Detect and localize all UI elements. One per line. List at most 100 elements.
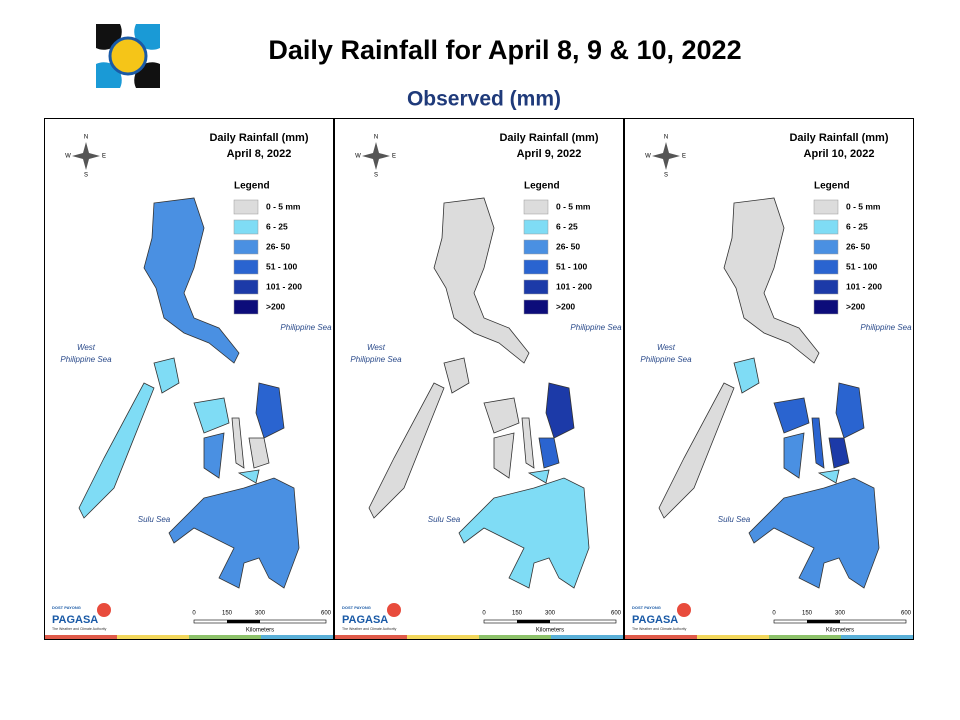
color-strip: [407, 635, 479, 639]
scale-unit: Kilometers: [536, 628, 564, 634]
region: [255, 382, 285, 439]
legend-swatch: [233, 199, 259, 215]
legend-swatch: [523, 259, 549, 275]
legend-swatch: [233, 279, 259, 295]
region: [545, 382, 575, 439]
region: [723, 197, 820, 364]
region: [538, 437, 560, 469]
color-strip: [189, 635, 261, 639]
sea-label: Philippine Sea: [640, 355, 692, 364]
legend-swatch: [813, 299, 839, 315]
region: [811, 417, 825, 469]
logo-tagline: The Weather and Climate Authority: [342, 627, 397, 631]
logo-umbrella: [677, 603, 691, 617]
region: [521, 417, 535, 469]
logo-name: PAGASA: [632, 614, 678, 626]
compass-s: S: [664, 173, 668, 179]
region: [443, 357, 470, 394]
map-panel: Daily Rainfall (mm) April 8, 2022 N S W E Lege…: [44, 118, 334, 640]
region: [483, 397, 520, 434]
scale-unit: Kilometers: [246, 628, 274, 634]
legend-swatch: [813, 259, 839, 275]
scale-tick: 0: [192, 611, 196, 617]
agency-logo: [96, 24, 160, 88]
legend-swatch: [233, 299, 259, 315]
region: [493, 432, 515, 479]
legend-label: 6 - 25: [846, 221, 868, 231]
legend-title: Legend: [234, 181, 270, 192]
legend-label: 26- 50: [556, 241, 580, 251]
sea-label: West: [77, 343, 96, 352]
legend-label: 0 - 5 mm: [846, 201, 881, 211]
scale-tick: 300: [545, 611, 556, 617]
compass-w: W: [645, 154, 651, 160]
region: [368, 382, 445, 519]
legend-label: 101 - 200: [266, 281, 302, 291]
slide-title: Daily Rainfall for April 8, 9 & 10, 2022: [268, 35, 741, 65]
region: [78, 382, 155, 519]
color-strip: [769, 635, 841, 639]
scale-bar-fill: [517, 620, 550, 623]
region: [153, 357, 180, 394]
slide-subtitle: Observed (mm): [407, 88, 561, 111]
legend-swatch: [523, 239, 549, 255]
legend-label: 51 - 100: [556, 261, 587, 271]
legend-swatch: [233, 239, 259, 255]
compass-n: N: [664, 135, 668, 141]
region: [168, 477, 300, 589]
region: [203, 432, 225, 479]
compass-n: N: [84, 135, 88, 141]
map-date: April 10, 2022: [804, 148, 875, 160]
sea-label: West: [657, 343, 676, 352]
legend-label: 26- 50: [266, 241, 290, 251]
color-strip: [117, 635, 189, 639]
region: [237, 469, 260, 484]
map-title: Daily Rainfall (mm): [209, 132, 308, 144]
compass-s: S: [84, 173, 88, 179]
logo-umbrella: [97, 603, 111, 617]
region: [143, 197, 240, 364]
color-strip: [335, 635, 407, 639]
color-strip: [551, 635, 623, 639]
compass-rose: [362, 142, 390, 170]
sea-label: Philippine Sea: [570, 323, 622, 332]
scale-tick: 600: [611, 611, 622, 617]
compass-rose: [72, 142, 100, 170]
legend-label: 26- 50: [846, 241, 870, 251]
legend-label: 6 - 25: [556, 221, 578, 231]
legend-swatch: [813, 199, 839, 215]
logo-tagline: The Weather and Climate Authority: [52, 627, 107, 631]
compass-w: W: [65, 154, 71, 160]
compass-n: N: [374, 135, 378, 141]
region: [817, 469, 840, 484]
legend-label: 6 - 25: [266, 221, 288, 231]
region: [433, 197, 530, 364]
sea-label: Sulu Sea: [138, 515, 171, 524]
compass-s: S: [374, 173, 378, 179]
legend-label: >200: [266, 301, 285, 311]
logo-name: PAGASA: [52, 614, 98, 626]
sea-label: Philippine Sea: [350, 355, 402, 364]
logo-tagline: The Weather and Climate Authority: [632, 627, 687, 631]
legend-label: 51 - 100: [846, 261, 877, 271]
legend-label: 0 - 5 mm: [266, 201, 301, 211]
map-date: April 8, 2022: [227, 148, 292, 160]
sea-label: West: [367, 343, 386, 352]
map-panel: Daily Rainfall (mm) April 9, 2022 N S W E Lege…: [334, 118, 624, 640]
scale-tick: 300: [835, 611, 846, 617]
legend-swatch: [523, 279, 549, 295]
region: [733, 357, 760, 394]
region: [828, 437, 850, 469]
region: [773, 397, 810, 434]
map-panel: Daily Rainfall (mm) April 10, 2022 N S W E Leg…: [624, 118, 914, 640]
legend-swatch: [233, 219, 259, 235]
region: [783, 432, 805, 479]
sea-label: Philippine Sea: [60, 355, 112, 364]
color-strip: [479, 635, 551, 639]
legend-label: >200: [556, 301, 575, 311]
scale-tick: 0: [482, 611, 486, 617]
region: [748, 477, 880, 589]
sea-label: Sulu Sea: [718, 515, 751, 524]
